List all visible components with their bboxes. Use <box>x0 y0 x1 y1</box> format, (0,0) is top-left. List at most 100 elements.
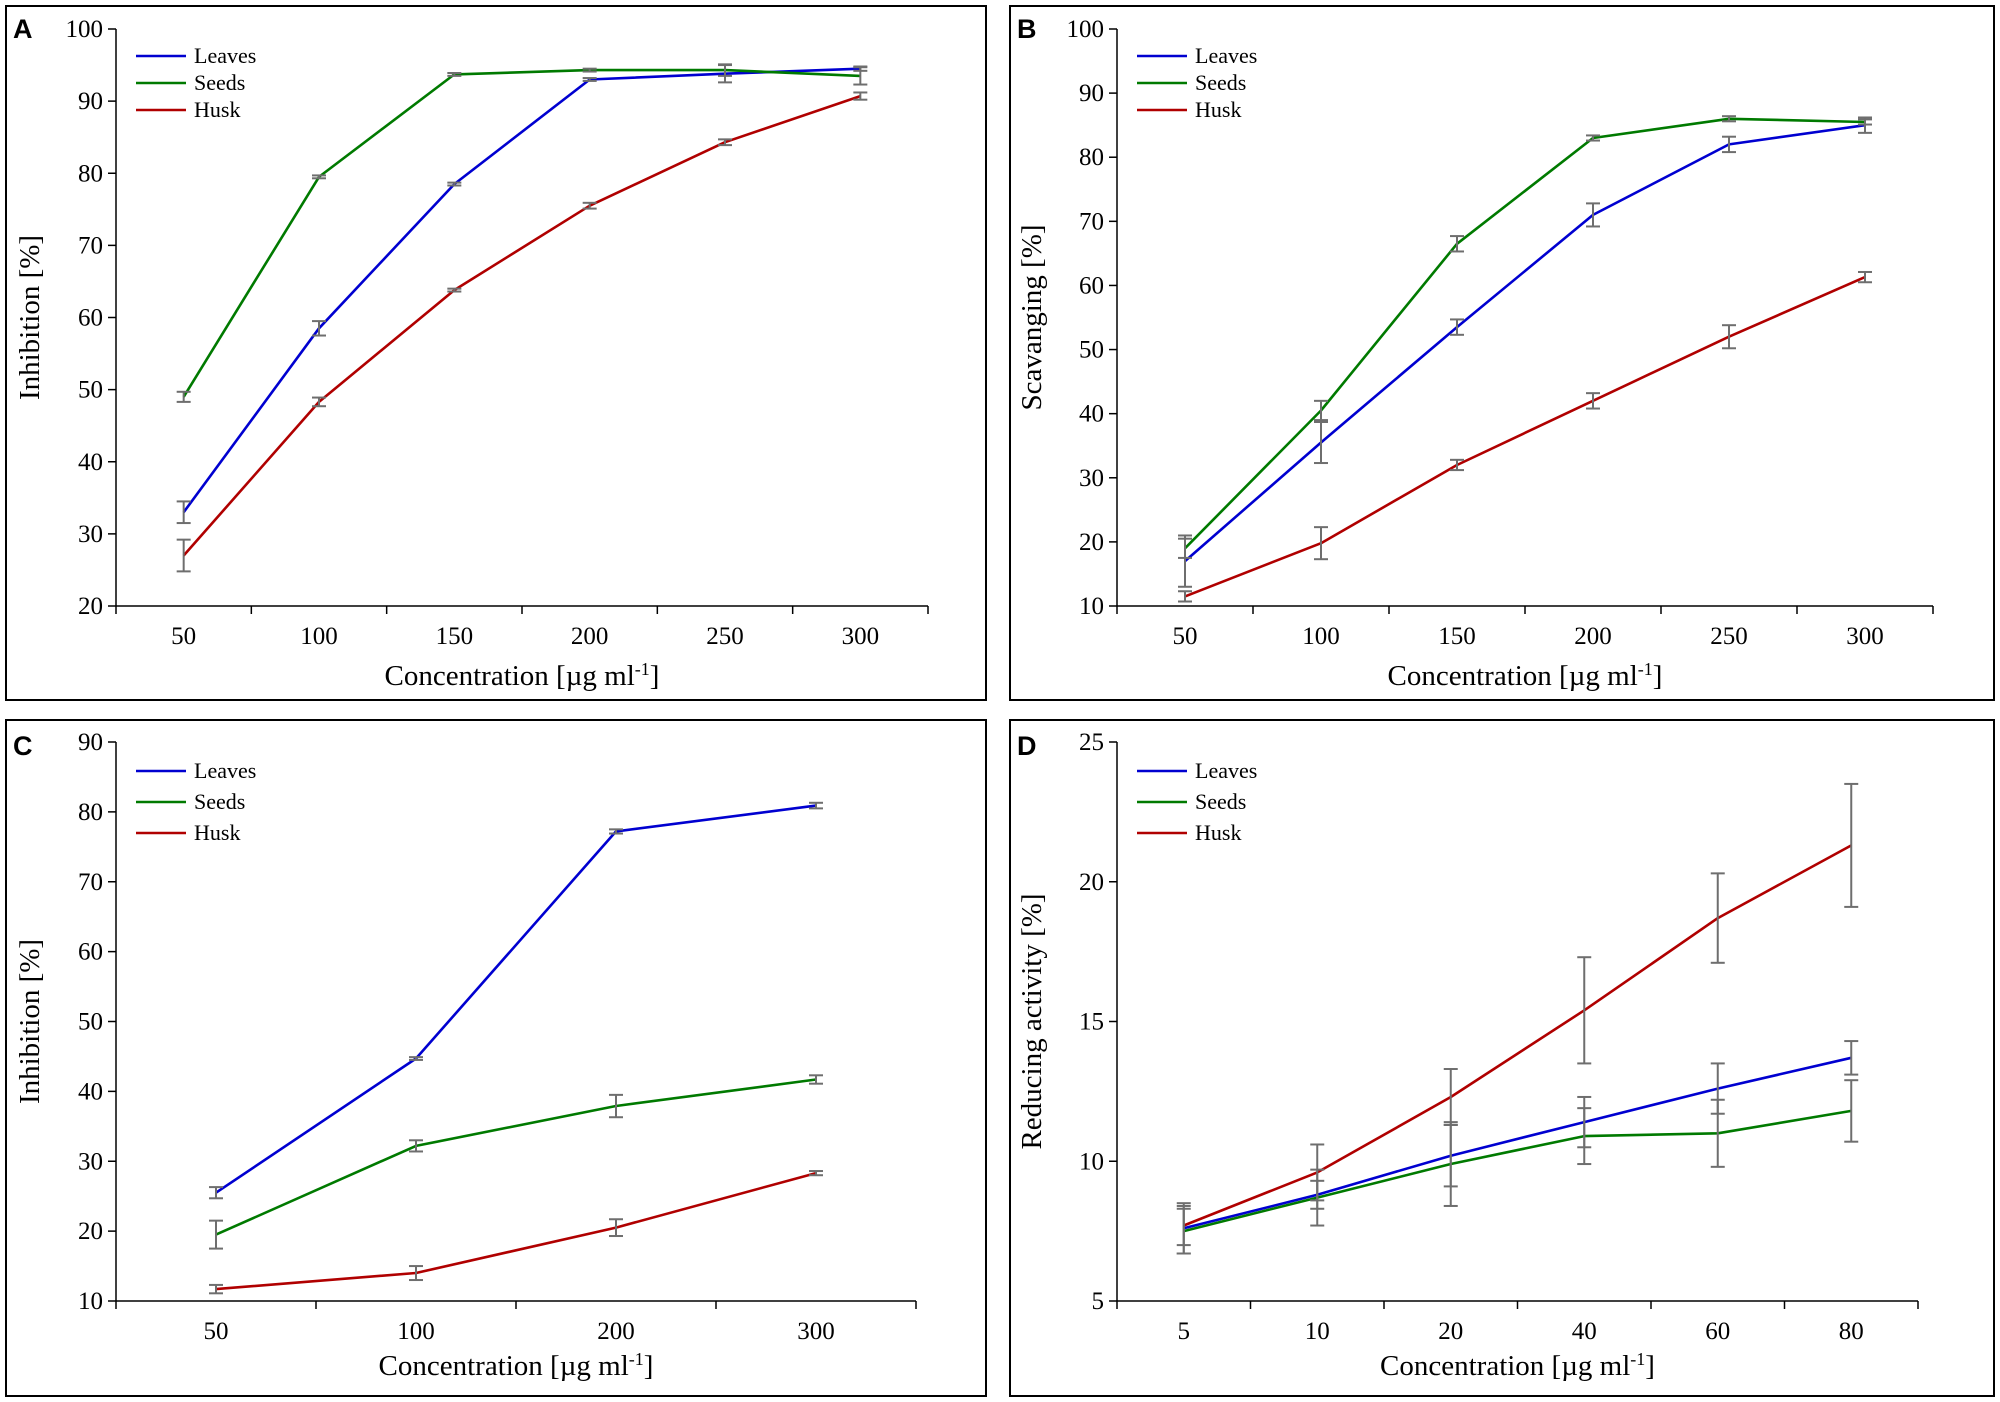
y-tick-label: 100 <box>1067 16 1105 43</box>
y-axis-title: Inhibition [%] <box>14 939 46 1104</box>
y-tick-label: 10 <box>78 1288 103 1315</box>
x-tick-label: 200 <box>597 1318 635 1345</box>
panel-letter: D <box>1017 731 1037 761</box>
error-bar-seeds <box>1314 399 1328 422</box>
error-bar-seeds <box>1577 1107 1592 1166</box>
error-bar-seeds <box>209 1219 223 1250</box>
legend-label-leaves: Leaves <box>1195 758 1257 783</box>
error-bar-leaves <box>1586 202 1600 228</box>
error-bar-husk <box>1858 270 1872 284</box>
x-axis-title: Concentration [µg ml-1] <box>1380 1349 1655 1382</box>
legend-label-husk: Husk <box>1195 97 1241 122</box>
series-line-husk <box>215 1171 817 1291</box>
y-tick-label: 60 <box>78 939 103 966</box>
x-tick-label: 10 <box>1305 1318 1330 1345</box>
y-tick-label: 80 <box>78 160 103 187</box>
y-tick-label: 25 <box>1079 729 1104 756</box>
error-bar-seeds <box>853 66 868 86</box>
legend-label-seeds: Seeds <box>194 70 245 95</box>
y-tick-label: 90 <box>78 729 103 756</box>
error-bar-leaves <box>809 801 823 810</box>
x-axis-title-superscript: -1 <box>629 1349 644 1369</box>
y-axis-title: Inhibition [%] <box>14 235 46 400</box>
y-tick-label: 40 <box>78 449 103 476</box>
y-axis-title: Reducing activity [%] <box>1016 893 1048 1149</box>
y-tick-label: 20 <box>78 1218 103 1245</box>
x-tick-label: 250 <box>706 623 744 650</box>
x-tick-label: 150 <box>436 623 474 650</box>
series-line-leaves <box>1183 1056 1852 1230</box>
y-tick-label: 20 <box>78 593 103 620</box>
panel-border <box>1009 719 1995 1397</box>
x-tick-label: 50 <box>171 623 196 650</box>
error-bar-seeds <box>1450 235 1464 253</box>
error-bar-seeds <box>809 1074 823 1085</box>
y-tick-label: 90 <box>1079 80 1104 107</box>
x-tick-label: 250 <box>1710 623 1748 650</box>
error-bar-leaves <box>1722 135 1736 154</box>
y-tick-label: 70 <box>78 232 103 259</box>
y-tick-label: 80 <box>1079 144 1104 171</box>
error-bar-husk <box>1844 782 1859 908</box>
legend-label-husk: Husk <box>1195 820 1241 845</box>
error-bar-husk <box>1586 392 1600 410</box>
series-line-leaves <box>182 67 861 513</box>
y-tick-label: 60 <box>78 305 103 332</box>
y-tick-label: 5 <box>1092 1288 1105 1315</box>
error-bar-seeds <box>447 71 462 77</box>
chart-panel-d: D 5 10 15 20 25 5 10 20 40 60 80 Concentration [µg m… <box>1009 719 1995 1397</box>
x-tick-label: 80 <box>1839 1318 1864 1345</box>
error-bar-husk <box>1450 458 1464 472</box>
chart-panel-b: B 10 20 30 40 50 60 70 80 90 100 50 100 150 200 250 300 C… <box>1009 5 1995 701</box>
x-tick-label: 150 <box>1438 623 1476 650</box>
legend-label-leaves: Leaves <box>194 43 256 68</box>
y-tick-label: 40 <box>1079 401 1104 428</box>
error-bar-seeds <box>718 63 732 77</box>
x-axis-title-end: ] <box>644 1350 654 1382</box>
y-axis-title: Scavanging [%] <box>1016 224 1048 410</box>
series-line-husk <box>1183 844 1852 1227</box>
error-bar-seeds <box>1710 1098 1725 1168</box>
x-tick-label: 50 <box>1173 623 1198 650</box>
error-bar-husk <box>718 138 732 147</box>
error-bar-husk <box>853 91 868 101</box>
error-bar-seeds <box>609 1093 623 1119</box>
y-tick-label: 10 <box>1079 1148 1104 1175</box>
y-tick-label: 30 <box>78 1148 103 1175</box>
error-bar-seeds <box>582 67 597 73</box>
error-bar-seeds <box>1722 115 1736 123</box>
x-tick-label: 20 <box>1438 1318 1463 1345</box>
error-bar-seeds <box>409 1139 423 1153</box>
y-tick-label: 70 <box>1079 208 1104 235</box>
x-tick-label: 100 <box>1302 623 1340 650</box>
legend-label-husk: Husk <box>194 97 240 122</box>
x-tick-label: 100 <box>397 1318 435 1345</box>
x-axis-title-main: Concentration [µg ml <box>379 1350 629 1382</box>
series-line-seeds <box>215 1078 817 1236</box>
panel-border <box>1009 5 1995 701</box>
error-bar-husk <box>1722 324 1736 350</box>
x-tick-label: 60 <box>1705 1318 1730 1345</box>
error-bar-husk <box>1178 590 1192 603</box>
error-bar-husk <box>209 1283 223 1295</box>
error-bar-leaves <box>312 320 326 337</box>
x-axis-title: Concentration [µg ml-1] <box>385 659 660 692</box>
error-bar-seeds <box>1586 134 1600 142</box>
x-tick-label: 50 <box>204 1318 229 1345</box>
x-axis-title-superscript: -1 <box>1630 1349 1645 1369</box>
x-axis-title-superscript: -1 <box>635 659 650 679</box>
legend-label-husk: Husk <box>194 820 240 845</box>
error-bar-leaves <box>176 500 191 525</box>
error-bar-husk <box>1577 956 1592 1065</box>
error-bar-leaves <box>209 1186 223 1200</box>
error-bar-husk <box>409 1265 423 1282</box>
y-tick-label: 15 <box>1079 1009 1104 1036</box>
y-tick-label: 30 <box>1079 465 1104 492</box>
legend-label-seeds: Seeds <box>1195 789 1246 814</box>
error-bar-leaves <box>609 828 623 835</box>
error-bar-husk <box>809 1170 823 1177</box>
panel-border <box>5 5 987 701</box>
error-bar-leaves <box>409 1056 423 1061</box>
error-bar-seeds <box>1178 537 1192 559</box>
